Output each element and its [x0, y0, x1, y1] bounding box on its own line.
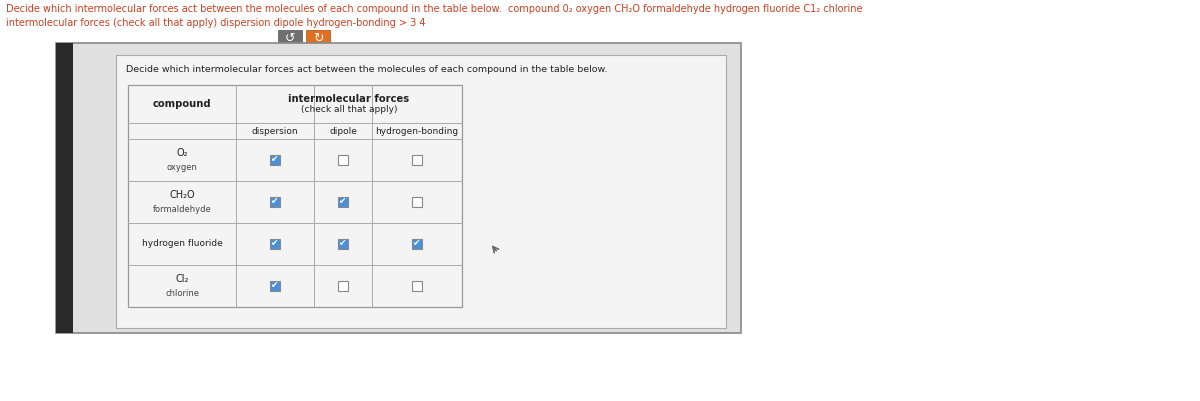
Bar [338, 155, 348, 165]
Text: ✔: ✔ [271, 239, 278, 248]
Text: ↺: ↺ [284, 32, 295, 45]
Text: ✔: ✔ [271, 155, 278, 164]
Bar [128, 85, 462, 307]
Text: dipole: dipole [329, 126, 356, 136]
Text: compound: compound [152, 99, 211, 109]
Bar [306, 30, 330, 47]
Text: intermolecular forces: intermolecular forces [288, 94, 409, 104]
Text: Decide which intermolecular forces act between the molecules of each compound in: Decide which intermolecular forces act b… [126, 65, 607, 74]
Text: ↻: ↻ [313, 32, 323, 45]
Bar [412, 281, 422, 291]
Text: (check all that apply): (check all that apply) [301, 105, 397, 113]
Text: ✔: ✔ [271, 197, 278, 206]
Text: ✔: ✔ [413, 239, 421, 248]
Text: ✔: ✔ [271, 281, 278, 290]
Bar [56, 43, 742, 333]
Bar [412, 239, 422, 249]
Bar [116, 55, 726, 328]
Text: chlorine: chlorine [166, 290, 199, 298]
Bar [270, 197, 280, 207]
Text: formaldehyde: formaldehyde [152, 205, 211, 215]
Bar [338, 239, 348, 249]
Bar [412, 155, 422, 165]
Bar [270, 155, 280, 165]
Text: ✔: ✔ [340, 239, 347, 248]
Bar [270, 281, 280, 291]
Text: hydrogen-bonding: hydrogen-bonding [376, 126, 458, 136]
Bar [56, 43, 73, 333]
Bar [338, 281, 348, 291]
Text: Decide which intermolecular forces act between the molecules of each compound in: Decide which intermolecular forces act b… [6, 4, 863, 14]
Text: Cl₂: Cl₂ [175, 274, 188, 284]
Text: O₂: O₂ [176, 148, 187, 158]
Text: dispersion: dispersion [252, 126, 299, 136]
Bar [278, 30, 302, 47]
Text: oxygen: oxygen [167, 164, 198, 172]
Bar [412, 197, 422, 207]
Text: intermolecular forces (check all that apply) dispersion dipole hydrogen-bonding : intermolecular forces (check all that ap… [6, 18, 426, 28]
Text: CH₂O: CH₂O [169, 190, 194, 200]
Bar [270, 239, 280, 249]
Text: hydrogen fluoride: hydrogen fluoride [142, 239, 222, 249]
Text: ✔: ✔ [340, 197, 347, 206]
Bar [338, 197, 348, 207]
